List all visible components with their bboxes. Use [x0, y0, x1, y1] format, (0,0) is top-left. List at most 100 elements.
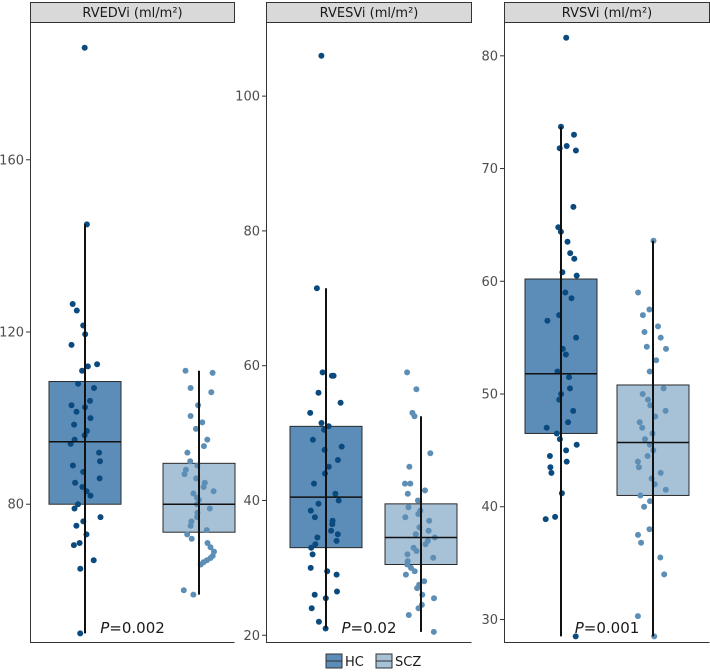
data-point	[563, 34, 570, 41]
box-group-hc	[289, 52, 363, 632]
data-point	[69, 301, 76, 307]
data-point	[426, 517, 433, 524]
facet-title: RVEDVi (ml/m²)	[82, 6, 182, 21]
y-tick-label: 100	[235, 90, 260, 105]
data-point	[192, 425, 199, 432]
data-point	[548, 469, 555, 476]
data-point	[90, 557, 97, 564]
data-point	[97, 458, 103, 465]
data-point	[334, 531, 341, 538]
data-point	[657, 334, 664, 341]
data-point	[422, 487, 428, 494]
data-point	[662, 486, 669, 493]
y-tick-label: 40	[481, 500, 498, 515]
data-point	[404, 551, 411, 558]
y-tick-label: 30	[481, 613, 498, 628]
data-point	[307, 507, 314, 514]
data-point	[84, 363, 91, 370]
data-point	[404, 490, 411, 497]
data-point	[634, 613, 641, 620]
data-point	[208, 389, 215, 396]
data-point	[568, 295, 575, 302]
data-point	[328, 527, 335, 534]
y-tick-label: 40	[243, 494, 260, 509]
data-point	[81, 44, 88, 51]
data-point	[79, 367, 86, 374]
data-point	[567, 250, 574, 257]
data-point	[187, 522, 194, 529]
data-point	[642, 436, 648, 443]
data-point	[210, 488, 217, 495]
y-tick-label: 60	[243, 359, 260, 374]
data-point	[315, 389, 322, 396]
facet-title: RVSVi (ml/m²)	[562, 6, 653, 21]
data-point	[425, 527, 432, 534]
data-point	[571, 131, 577, 138]
data-point	[641, 329, 648, 335]
data-point	[657, 469, 664, 476]
data-point	[182, 367, 189, 374]
data-point	[325, 423, 332, 430]
data-point	[563, 458, 570, 465]
data-point	[634, 458, 641, 465]
data-point	[414, 585, 421, 592]
data-point	[567, 385, 573, 392]
data-point	[427, 450, 434, 457]
data-point	[199, 419, 206, 426]
data-point	[333, 571, 340, 578]
data-point	[188, 535, 195, 542]
legend: HC SCZ	[325, 653, 421, 670]
data-point	[657, 554, 664, 561]
data-point	[75, 380, 82, 387]
data-point	[562, 289, 569, 296]
data-point	[309, 436, 316, 443]
data-point	[187, 413, 194, 419]
data-point	[200, 443, 207, 450]
data-point	[646, 368, 653, 375]
facet-panel: RVSVi (ml/m²) 30 40 50 60 70 80 P=0.001	[481, 2, 710, 643]
data-point	[413, 386, 420, 393]
box-group-hc	[48, 44, 122, 637]
facet-panel: RVEDVi (ml/m²) 80 120 160 P=0.002	[0, 2, 236, 643]
data-point	[413, 548, 420, 554]
data-point	[644, 453, 651, 459]
data-point	[411, 413, 418, 420]
data-point	[647, 498, 653, 505]
data-point	[402, 480, 408, 487]
data-point	[313, 285, 320, 292]
data-point	[187, 458, 194, 465]
data-point	[412, 531, 419, 538]
data-point	[660, 385, 667, 392]
data-point	[572, 147, 579, 154]
data-point	[184, 531, 191, 538]
data-point	[639, 391, 646, 397]
data-point	[564, 238, 571, 245]
data-point	[200, 484, 207, 490]
data-point	[338, 443, 345, 450]
facet-panel: RVESVi (ml/m²) 20 40 60 80 100 P=0.02	[235, 2, 472, 644]
data-point	[646, 306, 653, 313]
p-value-annotation: P=0.002	[100, 619, 165, 637]
data-point	[572, 633, 579, 640]
data-point	[94, 361, 101, 368]
p-value-annotation: P=0.02	[341, 619, 396, 637]
data-point	[663, 345, 669, 352]
data-point	[431, 595, 437, 602]
data-point	[180, 587, 187, 594]
data-point	[334, 457, 341, 463]
data-point	[635, 531, 641, 538]
data-point	[542, 516, 549, 523]
data-point	[311, 514, 318, 521]
data-point	[319, 369, 326, 376]
data-point	[71, 505, 78, 512]
data-point	[641, 503, 648, 510]
data-point	[639, 424, 646, 431]
data-point	[573, 272, 580, 279]
data-point	[206, 505, 213, 512]
box-group-scz	[384, 369, 458, 635]
data-point	[70, 542, 77, 549]
data-point	[76, 540, 83, 546]
data-point	[311, 591, 318, 598]
data-point	[563, 143, 570, 149]
